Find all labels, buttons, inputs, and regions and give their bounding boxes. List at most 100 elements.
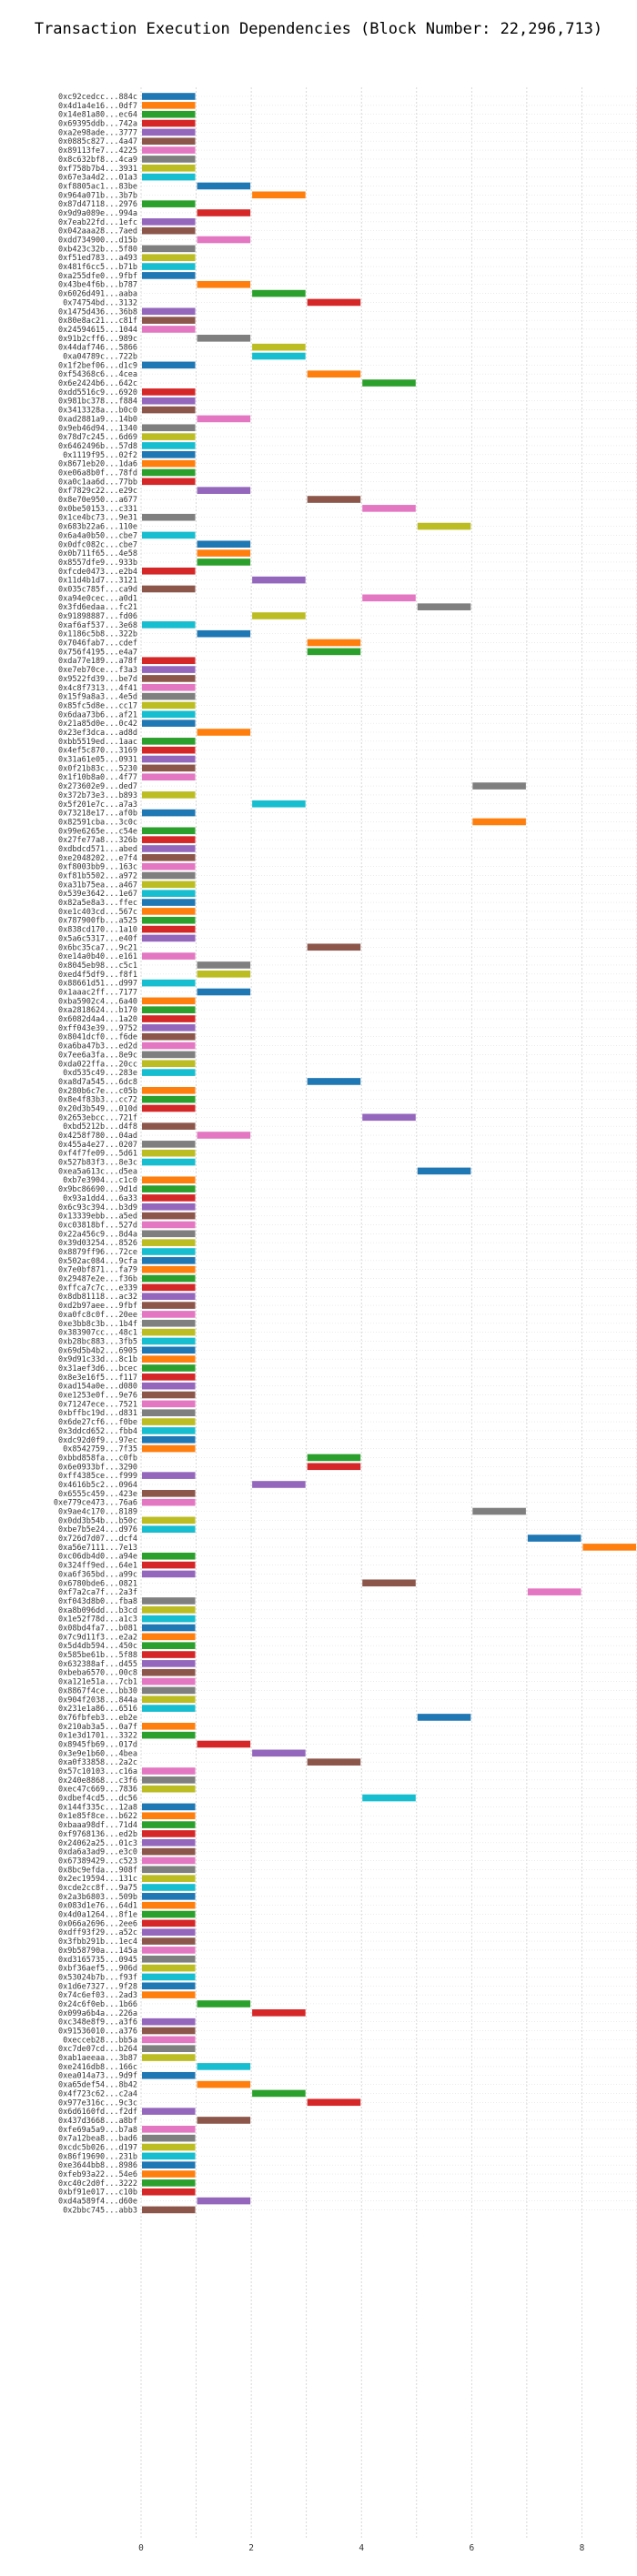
y-tick-label: 0x1e52f78d...a1c3 xyxy=(58,1615,137,1625)
bar xyxy=(142,1418,196,1425)
y-tick-label: 0x08bd4fa7...b081 xyxy=(58,1624,137,1633)
bar xyxy=(197,209,251,216)
bar xyxy=(142,710,196,719)
y-tick-label: 0xb28bc883...3fb5 xyxy=(58,1337,137,1346)
bar xyxy=(142,451,196,458)
y-tick-label: 0x9eb46d94...1340 xyxy=(58,424,137,433)
y-tick-label: 0x683b22a6...110e xyxy=(58,523,137,532)
bar xyxy=(142,1884,196,1891)
y-tick-label: 0x13339ebb...a5ed xyxy=(58,1213,137,1222)
bar xyxy=(142,1149,196,1157)
bar xyxy=(142,1624,196,1632)
bar xyxy=(142,1651,196,1658)
y-tick-label: 0x7c9d11f3...e2a2 xyxy=(58,1633,137,1642)
bar xyxy=(142,442,196,449)
bar xyxy=(142,307,196,316)
bar xyxy=(142,1857,196,1865)
y-tick-label: 0x9bc86690...9d1d xyxy=(58,1185,137,1194)
y-tick-label: 0x3fd6edaa...fc21 xyxy=(58,603,137,612)
bar xyxy=(142,916,196,924)
bar xyxy=(142,1955,196,1963)
bar xyxy=(142,317,196,324)
bar xyxy=(142,979,196,987)
y-tick-label: 0x4ef5c870...3169 xyxy=(58,747,137,756)
y-tick-label: 0x24594615...1044 xyxy=(58,326,137,335)
y-tick-label: 0xc92cedcc...884c xyxy=(58,93,137,102)
y-tick-label: 0x9d91c33d...8c1b xyxy=(58,1355,137,1364)
y-tick-label: 0xa31b75ea...a467 xyxy=(58,880,137,890)
y-tick-label: 0x31a61e05...0931 xyxy=(58,756,137,765)
bar xyxy=(142,397,196,405)
bar xyxy=(527,1535,581,1542)
bar xyxy=(142,1696,196,1704)
y-tick-label: 0x99e6265e...c54e xyxy=(58,827,137,836)
bar xyxy=(307,370,361,377)
y-tick-label: 0xec47c669...7836 xyxy=(58,1786,137,1795)
bar xyxy=(142,2027,196,2035)
y-tick-label: 0xf51ed783...a493 xyxy=(58,254,137,263)
bar xyxy=(142,93,196,100)
bar xyxy=(307,1463,361,1471)
bar xyxy=(142,478,196,486)
y-tick-label: 0x6de27cf6...f0be xyxy=(58,1418,137,1427)
bar xyxy=(362,1794,416,1802)
bar xyxy=(142,809,196,817)
y-tick-label: 0xff043e39...9752 xyxy=(58,1024,137,1033)
y-tick-label: 0x43be4f6b...b787 xyxy=(58,281,137,290)
bar xyxy=(142,1060,196,1068)
bar xyxy=(142,218,196,226)
bar xyxy=(142,701,196,709)
bar xyxy=(142,1391,196,1399)
y-tick-label: 0xbf36aef5...906d xyxy=(58,1965,137,1974)
y-tick-label: 0x8945fb69...017d xyxy=(58,1740,137,1749)
y-tick-label: 0x1f2bef06...d1c9 xyxy=(58,361,137,370)
y-tick-label: 0x273602e9...ded7 xyxy=(58,782,137,791)
y-tick-label: 0xa0fc8c0f...20ee xyxy=(58,1311,137,1320)
bar xyxy=(417,522,471,530)
y-tick-label: 0xecceb28...bb5a xyxy=(63,2036,137,2045)
bar xyxy=(252,576,306,584)
y-tick-label: 0x39d03254...8526 xyxy=(58,1239,137,1248)
bar xyxy=(142,1668,196,1676)
y-tick-label: 0xf81b5502...a972 xyxy=(58,872,137,881)
bar xyxy=(252,2009,306,2017)
y-tick-label: 0xbffbc19d...d831 xyxy=(58,1409,137,1418)
y-tick-label: 0xdbdcd571...abed xyxy=(58,845,137,854)
bar xyxy=(142,1606,196,1614)
y-tick-label: 0xf8805ac1...83be xyxy=(58,182,137,191)
bar xyxy=(142,1705,196,1712)
y-tick-label: 0x0dfc082c...cbe7 xyxy=(58,540,137,549)
y-tick-label: 0x6e2424b6...642c xyxy=(58,379,137,388)
y-tick-label: 0x8bc9efda...908f xyxy=(58,1866,137,1875)
y-tick-label: 0x035c785f...ca9d xyxy=(58,585,137,594)
bar xyxy=(472,818,526,826)
y-tick-label: 0x6555c459...423e xyxy=(58,1490,137,1499)
bar xyxy=(142,1964,196,1972)
y-tick-label: 0x0f21b83c...5230 xyxy=(58,764,137,773)
y-tick-label: 0x6780bde6...0821 xyxy=(58,1579,137,1588)
bar xyxy=(142,836,196,843)
y-tick-label: 0x539e3642...1e67 xyxy=(58,890,137,899)
y-tick-label: 0x977e316c...9c3c xyxy=(58,2098,137,2108)
bar xyxy=(142,827,196,835)
bar xyxy=(142,1785,196,1793)
bar xyxy=(142,1597,196,1605)
bar xyxy=(307,2098,361,2107)
y-tick-label: 0xdd5516c9...6920 xyxy=(58,388,137,397)
y-tick-label: 0xda6a3ad9...e3c0 xyxy=(58,1848,137,1857)
bar xyxy=(197,335,251,342)
bar xyxy=(142,908,196,915)
bar xyxy=(142,1633,196,1641)
bar xyxy=(252,2089,306,2098)
y-tick-label: 0xc348e8f9...a3f6 xyxy=(58,2018,137,2028)
bar xyxy=(142,2045,196,2053)
bar xyxy=(142,119,196,127)
y-tick-label: 0x8045eb98...c5c1 xyxy=(58,961,137,971)
bar xyxy=(142,1311,196,1318)
bar xyxy=(142,692,196,700)
bar xyxy=(142,1400,196,1408)
y-tick-label: 0xbf91e017...c10b xyxy=(58,2189,137,2198)
bar xyxy=(142,128,196,136)
bar xyxy=(307,1758,361,1766)
y-tick-label: 0x7ee6a3fa...8e9c xyxy=(58,1051,137,1060)
